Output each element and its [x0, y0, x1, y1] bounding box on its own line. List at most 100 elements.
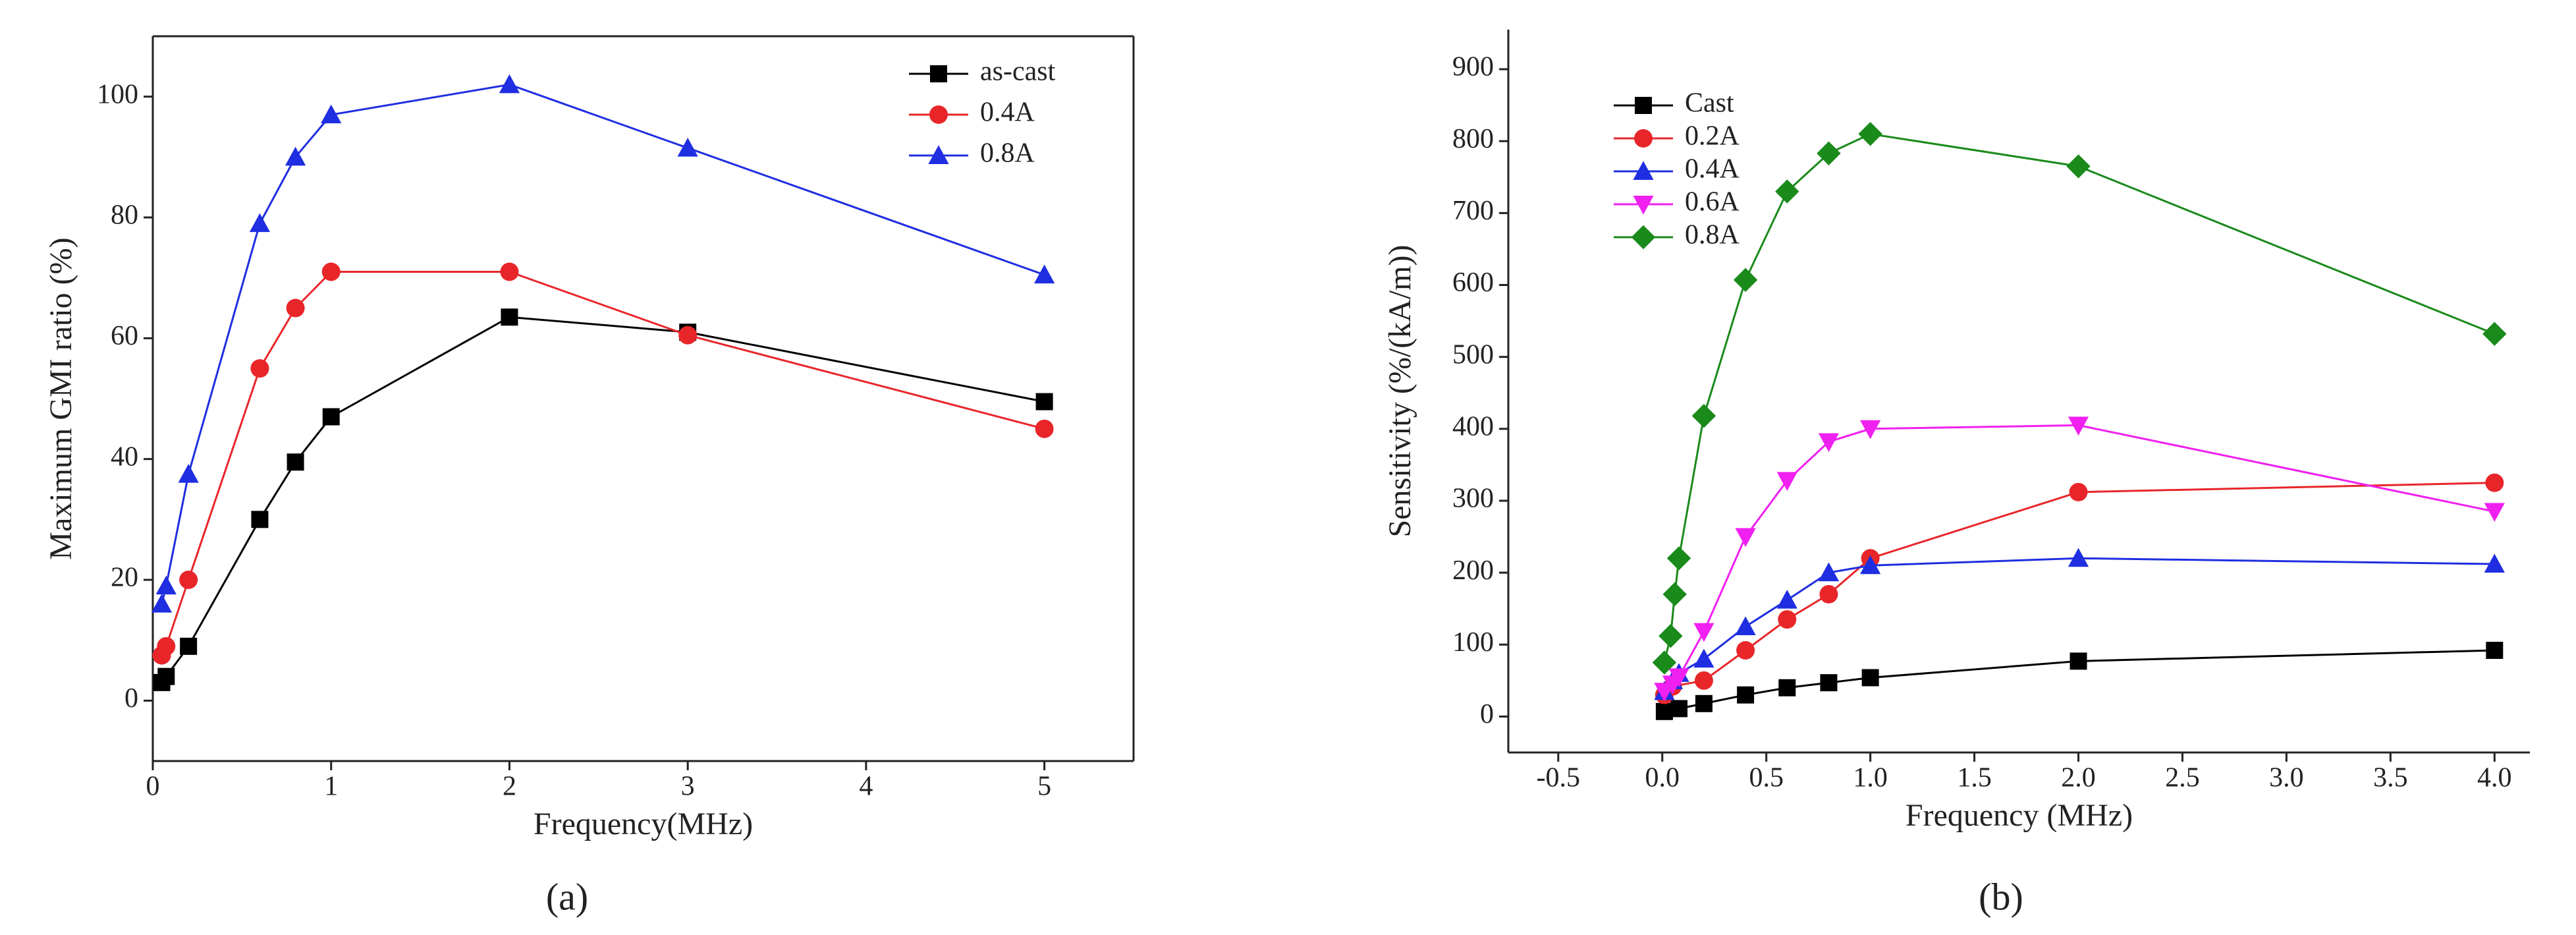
series-line [161, 316, 1045, 683]
x-tick-label: -0.5 [1537, 763, 1581, 793]
x-tick-label: 2.5 [2165, 763, 2200, 793]
marker [1733, 268, 1758, 293]
x-tick-label: 0.0 [1645, 763, 1680, 793]
x-axis-label: Frequency(MHz) [534, 807, 753, 841]
marker [1778, 679, 1796, 696]
x-tick-label: 3.5 [2373, 763, 2408, 793]
legend-label: 0.4A [1685, 154, 1740, 184]
marker [2066, 154, 2091, 179]
marker [287, 453, 304, 471]
marker [1035, 393, 1053, 411]
legend-marker [929, 105, 948, 124]
x-axis-label: Frequency (MHz) [1905, 798, 2133, 833]
marker [1655, 702, 1673, 720]
marker [1860, 555, 1881, 575]
marker [1817, 141, 1841, 165]
marker [250, 359, 269, 378]
y-tick-label: 800 [1452, 124, 1494, 154]
marker [2486, 642, 2504, 660]
y-tick-label: 0 [1480, 699, 1494, 729]
marker [1776, 589, 1797, 609]
marker [677, 137, 698, 157]
marker [1691, 403, 1716, 428]
marker [1736, 641, 1755, 660]
x-tick-label: 3.0 [2269, 763, 2304, 793]
marker [249, 213, 271, 233]
marker [180, 637, 198, 655]
legend-label: 0.6A [1685, 187, 1740, 217]
marker [1658, 623, 1683, 648]
marker [1652, 650, 1677, 675]
legend-marker [1631, 225, 1656, 250]
marker [1695, 694, 1713, 712]
marker [321, 104, 342, 124]
marker [1861, 669, 1879, 687]
marker [2485, 473, 2504, 492]
legend-label: as-cast [980, 57, 1056, 87]
y-tick-label: 40 [111, 441, 138, 472]
legend-marker [1633, 196, 1654, 215]
marker [499, 74, 520, 94]
marker [155, 575, 177, 595]
y-tick-label: 0 [124, 683, 138, 714]
marker [1735, 528, 1756, 548]
series-line [1663, 132, 2495, 663]
y-tick-label: 100 [97, 79, 138, 109]
y-tick-label: 80 [111, 200, 138, 231]
y-tick-label: 200 [1452, 555, 1494, 586]
y-tick-label: 700 [1452, 196, 1494, 226]
y-tick-label: 20 [111, 563, 138, 593]
marker [1662, 582, 1687, 607]
marker [178, 463, 199, 483]
marker [2484, 553, 2505, 573]
marker [322, 408, 340, 426]
legend-label: Cast [1685, 88, 1734, 119]
x-tick-label: 5 [1037, 772, 1051, 802]
marker [1858, 122, 1882, 146]
chart: 0 1 2 3 4 5 0 20 40 60 80 100 Frequency(MHz) Maximum … [43, 35, 1135, 918]
x-tick-label: 3 [681, 772, 695, 802]
marker [2069, 482, 2088, 501]
marker [285, 146, 306, 166]
marker [1735, 616, 1756, 635]
x-tick-label: 2.0 [2061, 763, 2096, 793]
y-tick-label: 100 [1452, 627, 1494, 658]
x-tick-label: 4.0 [2477, 763, 2512, 793]
marker [1737, 686, 1755, 704]
marker [151, 594, 173, 613]
x-tick-label: 1.0 [1853, 763, 1888, 793]
legend-label: 0.2A [1685, 121, 1740, 152]
marker [501, 308, 518, 326]
marker [2068, 416, 2089, 436]
y-tick-label: 400 [1452, 411, 1494, 441]
marker [1670, 700, 1688, 718]
legend-label: 0.8A [980, 138, 1035, 169]
marker [157, 667, 175, 685]
x-tick-label: 1.5 [1957, 763, 1992, 793]
marker [500, 262, 519, 281]
marker [2068, 548, 2089, 567]
legend-marker [1635, 97, 1652, 114]
marker [1668, 668, 1689, 687]
x-tick-label: 0.5 [1749, 763, 1784, 793]
marker [1693, 648, 1714, 668]
legend-marker [1634, 129, 1653, 148]
marker [157, 637, 176, 656]
legend-marker [930, 65, 947, 82]
marker [321, 262, 341, 281]
x-tick-label: 0 [146, 772, 160, 802]
x-tick-label: 4 [859, 772, 873, 802]
y-tick-label: 300 [1452, 484, 1494, 514]
marker [179, 571, 198, 589]
marker [1693, 623, 1714, 642]
y-tick-label: 900 [1452, 52, 1494, 82]
marker [1775, 179, 1799, 204]
y-axis-label: Sensitivity (%/(kA/m)) [1383, 245, 1417, 538]
marker [1860, 420, 1881, 439]
caption: (b) [1979, 875, 2023, 918]
marker [286, 298, 305, 318]
caption: (a) [546, 875, 588, 918]
marker [1034, 264, 1055, 284]
marker [1818, 562, 1840, 582]
